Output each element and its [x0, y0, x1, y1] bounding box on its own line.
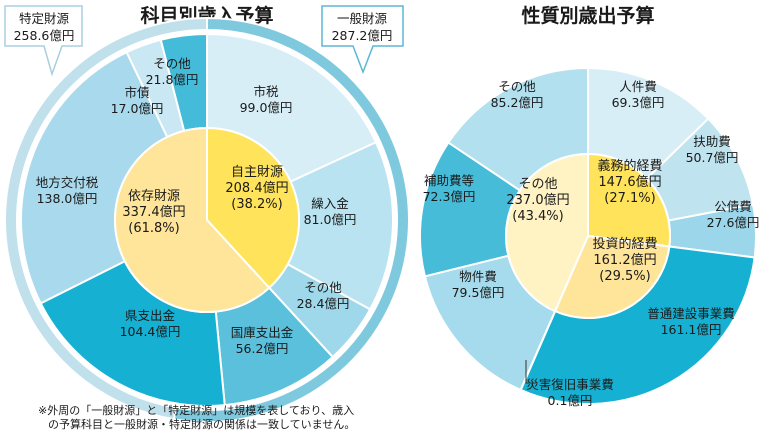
callout-specific-value: 258.6億円	[14, 28, 75, 43]
footnote-line-2: の予算科目と一般財源・特定財源の関係は一致していません。	[48, 418, 356, 431]
revenue-inner-ring-0	[206, 126, 300, 290]
expenditure-label-6: 補助費等 72.3億円	[423, 173, 476, 204]
revenue-donut	[4, 16, 410, 423]
revenue-inner-ring-1	[114, 126, 271, 313]
revenue-label-0: 市税 99.0億円	[240, 84, 293, 115]
callout-specific-revenue: 特定財源 258.6億円	[4, 5, 83, 77]
expenditure-label-7: その他 85.2億円	[491, 79, 544, 110]
callout-general-label: 一般財源	[337, 11, 388, 26]
expenditure-center-label-0: 義務的経費 147.6億円(27.1%)	[597, 158, 662, 206]
revenue-label-6: 市債 17.0億円	[111, 85, 164, 116]
callout-specific-label: 特定財源	[19, 11, 70, 26]
expenditure-label-1: 扶助費 50.7億円	[686, 134, 739, 165]
callout-general-revenue: 一般財源 287.2億円	[321, 5, 404, 75]
revenue-label-1: 繰入金 81.0億円	[304, 196, 357, 227]
expenditure-chart-title: 性質別歳出予算	[521, 4, 654, 27]
revenue-label-3: 国庫支出金 56.2億円	[231, 325, 294, 356]
expenditure-label-2: 公債費 27.6億円	[707, 199, 760, 230]
expenditure-center-label-1: 投資的経費 161.2億円(29.5%)	[592, 236, 657, 284]
revenue-label-7: その他 21.8億円	[146, 56, 199, 87]
expenditure-label-0: 人件費 69.3億円	[612, 79, 665, 110]
disaster-leader-line	[525, 360, 538, 384]
expenditure-donut	[419, 66, 757, 405]
revenue-label-2: その他 28.4億円	[297, 280, 350, 311]
expenditure-label-5: 物件費 79.5億円	[452, 269, 505, 300]
callout-general-value: 287.2億円	[332, 28, 393, 43]
expenditure-label-3: 普通建設事業費 161.1億円	[647, 306, 735, 337]
revenue-center-label-0: 自主財源 208.4億円(38.2%)	[225, 165, 288, 212]
revenue-outer-ring-1	[4, 16, 208, 421]
expenditure-inner-ring-1	[553, 234, 671, 319]
revenue-label-5: 地方交付税 138.0億円	[36, 175, 99, 206]
expenditure-label-4: 災害復旧事業費 0.1億円	[526, 377, 614, 408]
revenue-center-label-1: 依存財源 337.4億円(61.8%)	[122, 189, 185, 236]
footnote: ※外周の「一般財源」と「特定財源」は規模を表しており、歳入 の予算科目と一般財源…	[38, 404, 428, 432]
expenditure-inner-ring-2	[505, 152, 589, 313]
expenditure-inner-ring-0	[587, 152, 671, 248]
footnote-line-1: ※外周の「一般財源」と「特定財源」は規模を表しており、歳入	[38, 404, 355, 417]
expenditure-center-label-2: その他 237.0億円(43.4%)	[506, 177, 569, 224]
revenue-label-4: 県支出金 104.4億円	[120, 308, 181, 339]
